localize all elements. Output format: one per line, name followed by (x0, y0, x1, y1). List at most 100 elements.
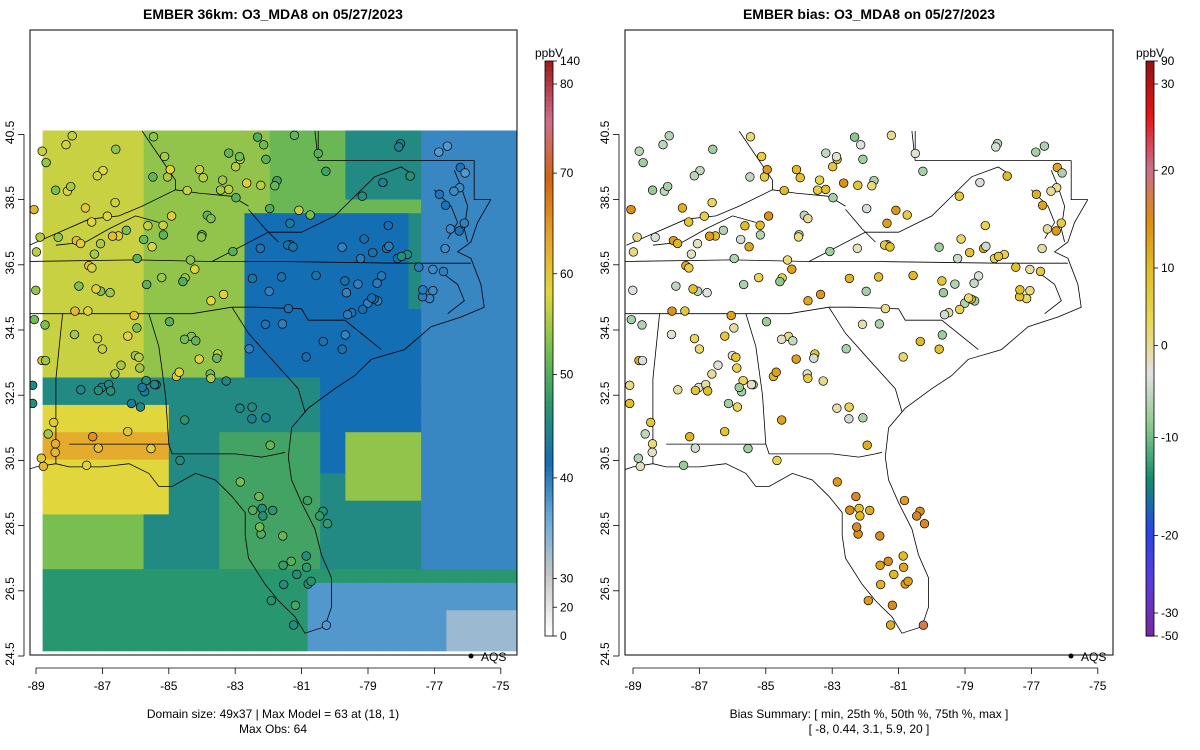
y-tick-label: 24.5 (3, 642, 17, 666)
right-colorbar-ticks: 90 30 20 10 0 -10 -20 -30 -50 (1154, 54, 1179, 643)
obs-site-marker (434, 147, 444, 157)
obs-site-marker (259, 140, 269, 150)
bias-site-marker (876, 579, 886, 590)
bias-site-marker (663, 181, 673, 192)
obs-site-marker (50, 185, 61, 195)
obs-site-marker (378, 177, 388, 188)
obs-site-marker (276, 272, 287, 282)
bias-site-marker (726, 310, 736, 321)
obs-site-marker (142, 279, 152, 290)
x-tick-label: -87 (94, 679, 112, 693)
state-boundary (828, 306, 903, 412)
y-tick-label: 40.5 (3, 120, 17, 144)
bias-site-marker (899, 495, 910, 506)
obs-site-marker (198, 173, 208, 183)
obs-site-marker (367, 293, 377, 303)
obs-site-marker (75, 238, 86, 249)
obs-site-marker (217, 175, 228, 185)
right-map-area (625, 30, 1113, 655)
obs-site-marker (337, 242, 347, 252)
obs-site-marker (92, 333, 103, 344)
bias-site-marker (886, 130, 897, 140)
obs-site-marker (30, 398, 38, 409)
bias-site-marker (856, 140, 866, 150)
coastline (625, 199, 1089, 634)
bias-site-marker (1035, 266, 1046, 277)
obs-site-marker (41, 157, 51, 168)
obs-site-marker (279, 579, 289, 590)
bias-site-marker (744, 242, 754, 252)
obs-site-marker (449, 186, 459, 196)
obs-site-marker (129, 310, 139, 321)
bias-site-marker (628, 285, 638, 295)
bias-site-marker (1011, 262, 1021, 272)
obs-site-marker (36, 453, 46, 463)
obs-site-marker (290, 600, 301, 610)
state-boundary (626, 189, 846, 246)
right-legend-dot (1068, 653, 1074, 659)
obs-site-marker (321, 166, 331, 176)
bias-site-marker (862, 203, 872, 214)
bias-site-marker (695, 165, 705, 176)
state-boundary (666, 443, 883, 458)
sound-outline (444, 274, 465, 315)
bias-site-marker (650, 232, 660, 242)
colorbar-tick-label: 20 (1161, 163, 1175, 177)
obs-site-marker (30, 380, 38, 390)
bias-site-marker (775, 276, 785, 287)
bias-site-marker (964, 293, 974, 303)
obs-site-marker (260, 319, 271, 329)
bias-site-marker (628, 247, 639, 257)
bias-site-marker (1037, 243, 1047, 254)
bias-site-marker (718, 225, 729, 235)
obs-site-marker (258, 511, 268, 521)
left-axes: -89 -87 -85 -83 -81 -79 -77 -75 40.5 38.5 36.5 34.5… (3, 120, 510, 693)
bias-site-marker (743, 443, 753, 454)
obs-site-marker (53, 232, 63, 242)
bias-site-marker (975, 177, 985, 188)
obs-site-marker (194, 164, 205, 175)
bias-site-marker (704, 231, 715, 241)
obs-site-marker (396, 251, 407, 262)
y-tick-label: 40.5 (598, 120, 612, 144)
bias-site-marker (671, 281, 681, 291)
bias-site-marker (740, 221, 750, 231)
bias-site-marker (825, 246, 835, 257)
bias-site-marker (734, 382, 744, 393)
obs-site-marker (318, 336, 328, 347)
bias-site-marker (638, 157, 648, 168)
x-tick-label: -83 (227, 679, 245, 693)
obs-site-marker (376, 271, 387, 281)
bias-site-marker (707, 197, 717, 208)
left-colorbar: ppbV 140 80 70 60 50 40 30 20 0 (535, 46, 580, 643)
bias-site-marker (885, 620, 896, 630)
obs-site-marker (196, 232, 207, 242)
obs-site-marker (355, 253, 366, 264)
bias-site-marker (666, 329, 677, 340)
obs-site-marker (164, 317, 175, 327)
obs-site-marker (93, 443, 103, 453)
obs-site-marker (158, 230, 169, 240)
bias-site-marker (883, 556, 893, 566)
obs-site-marker (283, 303, 294, 314)
obs-site-marker (313, 148, 323, 159)
colorbar-tick-label: -20 (1161, 528, 1179, 542)
bias-site-marker (874, 319, 885, 329)
bias-site-marker (991, 142, 1001, 152)
bias-site-marker (832, 403, 842, 413)
bias-site-marker (1042, 224, 1053, 234)
bias-site-marker (690, 385, 701, 396)
obs-site-marker (212, 353, 222, 363)
obs-site-marker (40, 355, 51, 366)
bias-site-marker (754, 272, 764, 283)
colorbar-tick-label: 10 (1161, 261, 1175, 275)
colorbar-tick-label: 0 (560, 629, 567, 643)
obs-site-marker (340, 330, 350, 340)
bias-site-marker (839, 178, 849, 188)
coastline (30, 199, 492, 634)
bias-site-marker (828, 162, 838, 172)
colorbar-tick-label: -30 (1161, 606, 1179, 620)
x-tick-label: -81 (293, 679, 311, 693)
obs-site-marker (248, 505, 258, 515)
right-panel: EMBER bias: O3_MDA8 on 05/27/2023 -89 -87… (598, 6, 1179, 736)
